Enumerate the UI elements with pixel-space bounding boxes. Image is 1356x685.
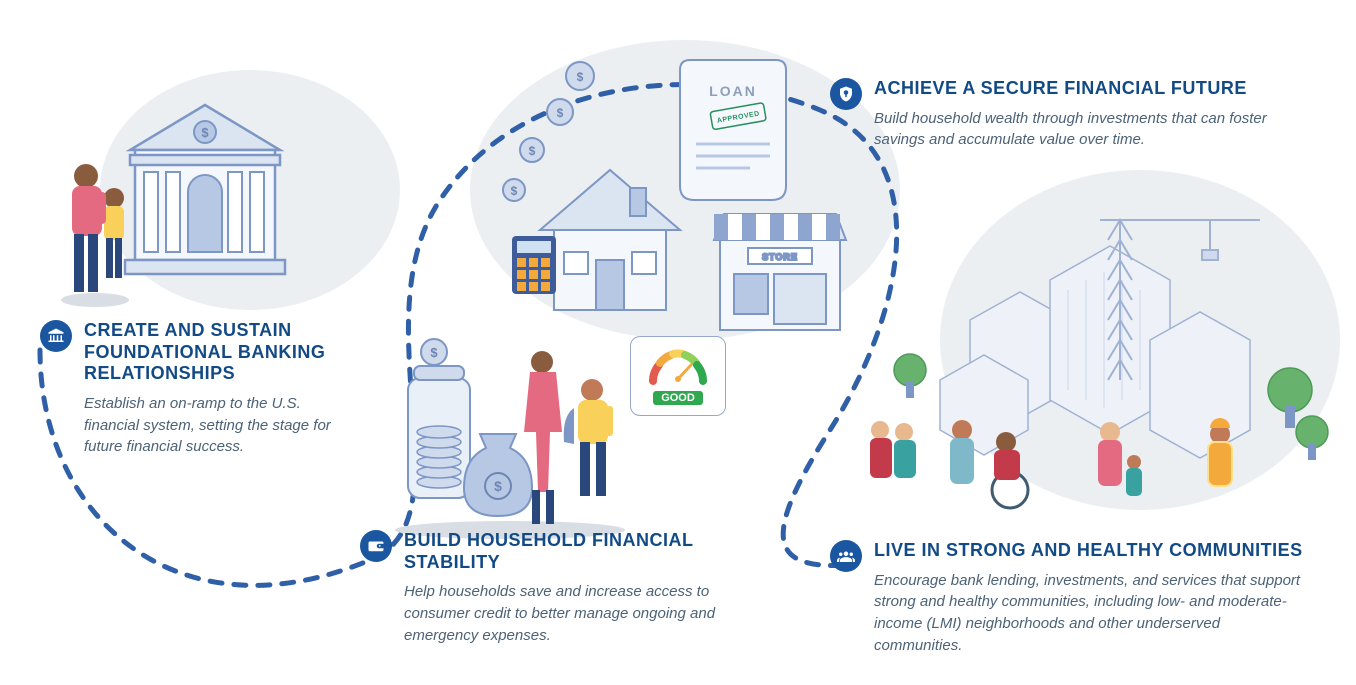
node-title: ACHIEVE A SECURE FINANCIAL FUTURE [874,78,1280,100]
node-future: ACHIEVE A SECURE FINANCIAL FUTURE Build … [830,78,1280,151]
illus-bank: $ [60,80,360,310]
illus-community [850,180,1330,540]
svg-text:$: $ [201,125,209,140]
shield-icon [830,78,862,110]
svg-text:$: $ [494,478,502,494]
node-body: Encourage bank lending, investments, and… [874,570,1310,657]
illus-savings: $ $ [390,330,640,540]
infographic-canvas: $ [0,0,1356,685]
svg-text:$: $ [430,345,438,360]
node-body: Help households save and increase access… [404,581,720,646]
loan-title: LOAN [709,83,757,99]
node-title: CREATE AND SUSTAIN FOUNDATIONAL BANKING … [84,320,350,385]
wallet-icon [360,530,392,562]
svg-text:$: $ [577,70,584,84]
node-title: BUILD HOUSEHOLD FINANCIAL STABILITY [404,530,720,573]
community-icon [830,540,862,572]
node-body: Establish an on-ramp to the U.S. financi… [84,393,350,458]
gauge-label: GOOD [653,391,703,405]
illus-couple [61,164,129,307]
bank-icon [40,320,72,352]
svg-text:$: $ [511,184,518,198]
illus-assets: $$$$ LOAN APPROVED [470,50,890,340]
credit-gauge: GOOD [630,336,726,416]
node-community: LIVE IN STRONG AND HEALTHY COMMUNITIES E… [830,540,1310,657]
node-banking: CREATE AND SUSTAIN FOUNDATIONAL BANKING … [40,320,350,458]
node-body: Build household wealth through investmen… [874,108,1280,152]
node-title: LIVE IN STRONG AND HEALTHY COMMUNITIES [874,540,1310,562]
svg-text:$: $ [557,106,564,120]
store-sign: STORE [762,252,798,262]
svg-text:$: $ [529,144,536,158]
node-stability: BUILD HOUSEHOLD FINANCIAL STABILITY Help… [360,530,720,646]
